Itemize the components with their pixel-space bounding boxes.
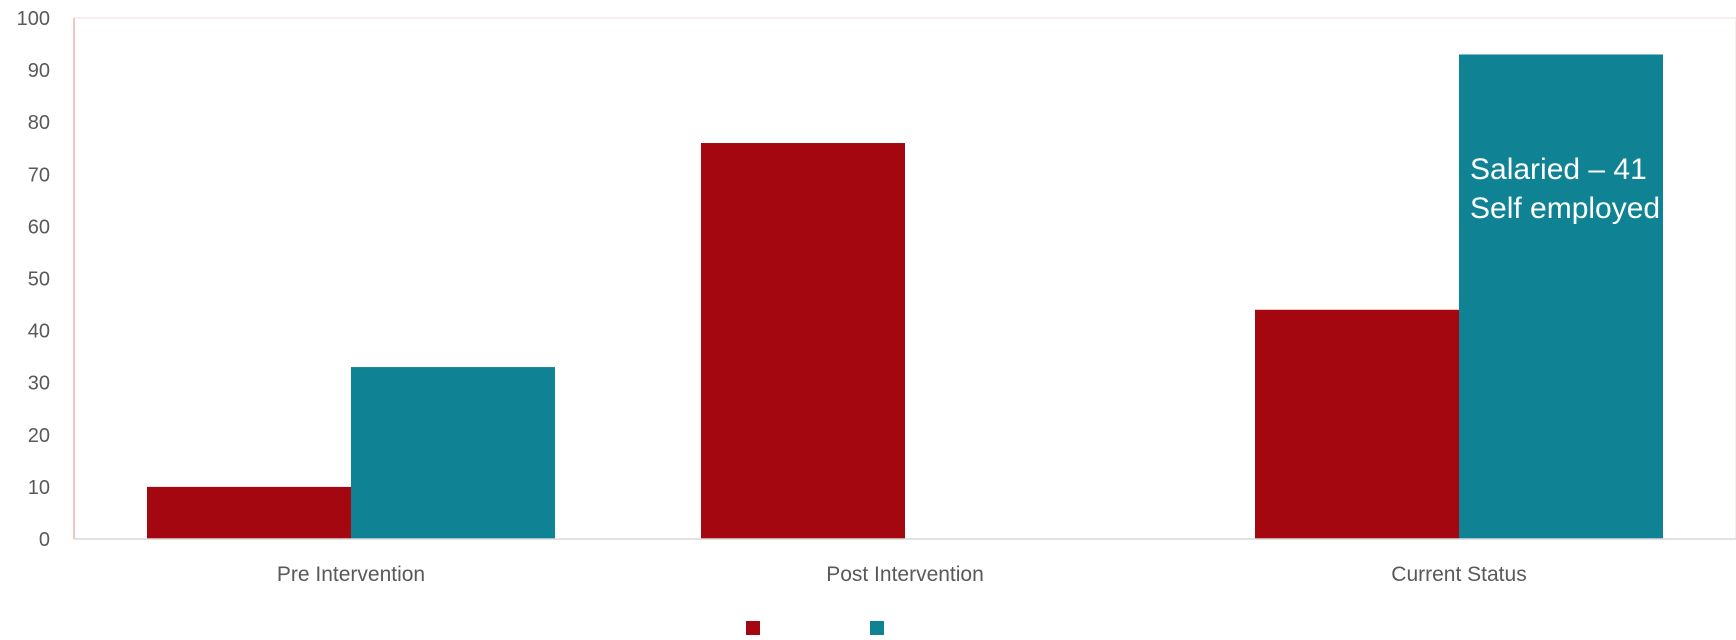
bar-series-1-current-status [1255, 309, 1459, 539]
bar-series-1-pre-intervention [147, 486, 351, 539]
y-tick-label: 90 [28, 60, 50, 82]
y-tick-label: 30 [28, 373, 50, 395]
bar-annotation-line: Salaried – 41 [1470, 153, 1647, 186]
y-tick-label: 50 [28, 269, 50, 291]
bar-series-2-current-status [1459, 54, 1663, 539]
bar-series-2-pre-intervention [351, 367, 555, 539]
y-tick-label: 10 [28, 477, 50, 499]
y-tick-label: 20 [28, 425, 50, 447]
x-category-label: Pre Intervention [277, 563, 425, 586]
y-tick-label: 0 [39, 529, 50, 551]
legend-marker-series-1 [746, 621, 760, 635]
bar-series-1-post-intervention [701, 143, 905, 540]
bar-annotation-line: Self employed [1470, 192, 1660, 225]
y-tick-label: 80 [28, 112, 50, 134]
y-tick-label: 60 [28, 216, 50, 238]
y-tick-label: 100 [17, 8, 50, 30]
y-tick-label: 70 [28, 164, 50, 186]
y-tick-label: 40 [28, 321, 50, 343]
x-category-label: Post Intervention [826, 563, 984, 586]
x-category-label: Current Status [1391, 563, 1526, 586]
legend-marker-series-2 [870, 621, 884, 635]
